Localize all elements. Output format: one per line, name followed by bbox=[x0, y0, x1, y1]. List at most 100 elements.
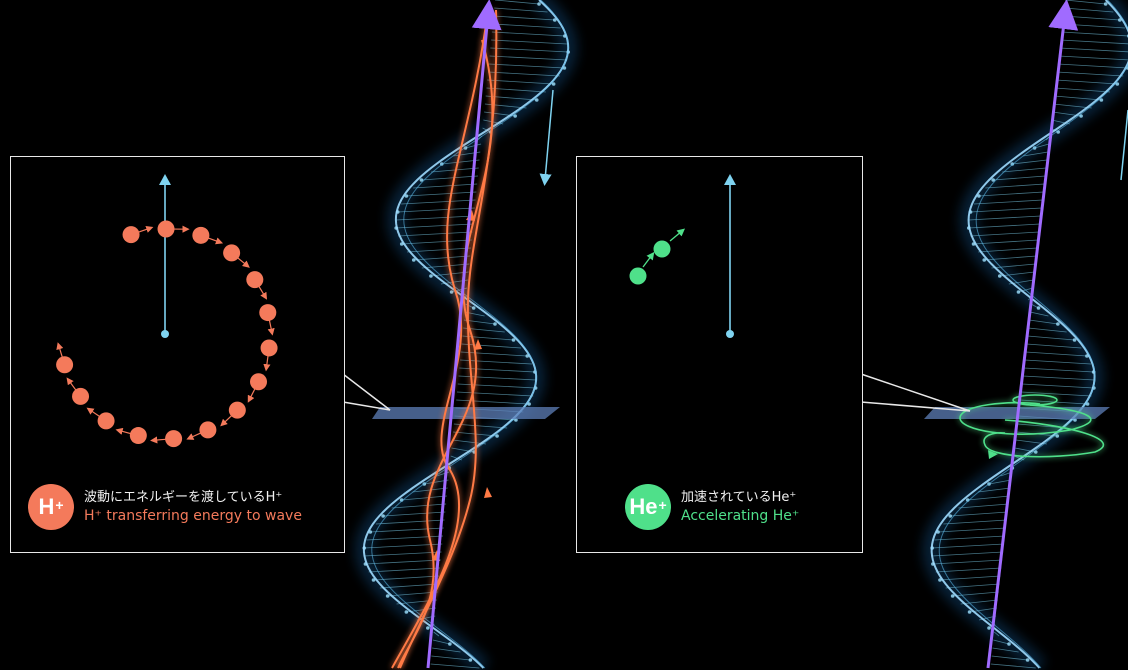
wave-field-vector bbox=[943, 519, 1007, 525]
wave-field-vector bbox=[363, 551, 442, 557]
wave-field-vector bbox=[992, 647, 1019, 653]
wave-field-vector bbox=[406, 247, 471, 253]
wave-field-vector bbox=[421, 175, 478, 181]
h-velocity-arrow bbox=[186, 432, 201, 440]
wave-helix-left bbox=[354, 0, 578, 670]
ion-particle-icon bbox=[97, 412, 115, 430]
wave-field-vector bbox=[487, 79, 554, 85]
wave-vector-tip bbox=[997, 274, 1002, 278]
wave-field-vector bbox=[950, 511, 1008, 517]
wave-field-vector bbox=[396, 215, 475, 221]
callout-connector-left bbox=[342, 373, 391, 411]
wave-field-vector bbox=[433, 631, 440, 637]
wave-field-vector bbox=[1060, 39, 1128, 45]
wave-field-vector bbox=[993, 631, 1000, 637]
wave-vector-tip bbox=[987, 626, 991, 630]
wave-field-vector bbox=[463, 319, 496, 325]
ion-particle-icon bbox=[250, 373, 268, 391]
wave-field-vector bbox=[460, 359, 532, 365]
wave-vector-tip bbox=[537, 2, 541, 6]
wave-field-vector bbox=[970, 207, 1042, 213]
wave-vector-tip bbox=[1025, 658, 1030, 662]
wave-field-vector bbox=[1029, 319, 1058, 325]
wave-vector-tip bbox=[449, 290, 454, 294]
he-ion-inset-panel: He + 加速されているHe⁺ Accelerating He⁺ bbox=[576, 156, 863, 553]
wave-field-vector bbox=[1055, 87, 1111, 93]
wave-vector-tip bbox=[426, 626, 430, 630]
wave-field-vector bbox=[993, 639, 1010, 645]
wave-field-vector bbox=[1021, 383, 1094, 389]
field-arrow-head bbox=[159, 174, 171, 185]
ion-particle-icon bbox=[192, 226, 210, 244]
ion-particle-icon bbox=[653, 240, 671, 258]
wave-field-vector bbox=[1034, 143, 1049, 149]
wave-field-vector bbox=[458, 375, 537, 381]
wave-vector-tip bbox=[419, 178, 424, 182]
wave-field-vector bbox=[431, 167, 479, 173]
wave-field-vector bbox=[973, 199, 1043, 205]
wave-field-vector bbox=[430, 271, 469, 277]
h-ion-legend: H + 波動にエネルギーを渡しているH⁺ H⁺ transferring ener… bbox=[28, 484, 302, 530]
h-velocity-arrow bbox=[150, 436, 166, 444]
wave-field-vector bbox=[1012, 159, 1048, 165]
callout-connector-right bbox=[860, 373, 971, 412]
wave-vector-tip bbox=[514, 418, 518, 422]
wave-field-vector bbox=[1053, 103, 1092, 109]
wave-vector-tip bbox=[513, 114, 517, 118]
wave-vector-tip bbox=[551, 82, 556, 86]
wave-field-vector bbox=[373, 575, 440, 581]
wave-field-vector bbox=[453, 423, 508, 429]
wave-field-vector bbox=[1024, 359, 1092, 365]
h-velocity-arrow bbox=[115, 427, 131, 435]
wave-arrow-right bbox=[1120, 109, 1128, 181]
wave-field-vector bbox=[1056, 71, 1124, 77]
ion-particle-icon bbox=[246, 271, 264, 289]
wave-field-vector bbox=[960, 599, 998, 605]
wave-vector-tip bbox=[1072, 338, 1077, 342]
h-velocity-arrow bbox=[138, 225, 154, 233]
wave-field-vector bbox=[958, 503, 1009, 509]
wave-vector-tip bbox=[534, 98, 539, 102]
wave-field-vector bbox=[985, 183, 1045, 189]
he-ion-badge: He + bbox=[625, 484, 671, 530]
wave-vector-tip bbox=[493, 322, 497, 326]
ion-particle-icon bbox=[122, 226, 140, 244]
wave-field-vector bbox=[487, 71, 560, 77]
h-badge-sup: + bbox=[55, 497, 64, 513]
he-velocity-arrow bbox=[669, 228, 685, 242]
ion-particle-icon bbox=[157, 220, 175, 238]
wave-field-vector bbox=[973, 239, 1039, 245]
wave-field-vector bbox=[456, 391, 534, 397]
wave-vector-tip bbox=[411, 258, 416, 262]
h-velocity-arrow bbox=[258, 286, 268, 300]
wave-vector-tip bbox=[429, 274, 433, 278]
wave-field-vector bbox=[991, 655, 1028, 661]
wave-field-vector bbox=[967, 495, 1010, 501]
h-badge-text: H bbox=[38, 494, 55, 519]
wave-field-vector bbox=[364, 543, 443, 549]
ion-particle-icon bbox=[56, 356, 74, 374]
h-velocity-arrow bbox=[267, 320, 275, 336]
wave-vector-tip bbox=[1099, 98, 1104, 102]
wave-field-vector bbox=[1026, 343, 1082, 349]
wave-field-vector bbox=[387, 591, 438, 597]
wave-field-vector bbox=[492, 23, 561, 29]
ion-particle-icon bbox=[260, 339, 278, 357]
h-velocity-arrow bbox=[86, 407, 100, 417]
wave-field-vector bbox=[1028, 327, 1067, 333]
wave-field-vector bbox=[978, 247, 1038, 253]
wave-vector-tip bbox=[1007, 642, 1011, 646]
wave-field-vector bbox=[968, 215, 1041, 221]
wave-field-vector bbox=[370, 527, 444, 533]
wave-field-vector bbox=[1002, 167, 1047, 173]
wave-vector-tip bbox=[982, 258, 987, 262]
wave-field-vector bbox=[401, 495, 447, 501]
wave-field-vector bbox=[465, 143, 482, 149]
wave-field-vector bbox=[491, 31, 565, 37]
wave-field-vector bbox=[934, 535, 1006, 541]
wave-vector-tip bbox=[404, 610, 409, 614]
wave-vector-tip bbox=[967, 610, 972, 614]
wave-field-vector bbox=[368, 567, 440, 573]
h-velocity-arrow bbox=[66, 377, 77, 391]
ion-particle-icon bbox=[228, 401, 246, 419]
